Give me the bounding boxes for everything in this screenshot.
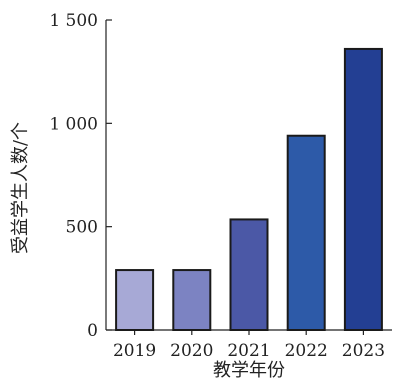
bar-2020 — [172, 269, 212, 332]
x-tick-label: 2020 — [170, 341, 213, 361]
x-axis: 2019 2020 2021 2022 2023 — [106, 329, 392, 361]
bar-2019 — [115, 269, 155, 332]
y-tick-label: 0 — [87, 321, 98, 341]
y-tick-label: 1 000 — [49, 114, 98, 134]
x-ticks: 2019 2020 2021 2022 2023 — [113, 330, 385, 361]
x-tick-label: 2023 — [342, 341, 385, 361]
y-axis-title: 受益学生人数/个 — [10, 122, 31, 254]
bar-2022 — [286, 134, 326, 331]
y-tick-label: 1 500 — [49, 11, 98, 31]
bars — [115, 47, 383, 332]
x-tick-label: 2019 — [113, 341, 156, 361]
y-tick-label: 500 — [66, 218, 98, 238]
x-tick-label: 2021 — [227, 341, 270, 361]
x-axis-title: 教学年份 — [213, 360, 285, 381]
bar-2021 — [229, 218, 269, 331]
bar-2023 — [343, 47, 383, 332]
y-axis: 0 500 1 000 1 500 — [49, 11, 112, 341]
y-ticks: 0 500 1 000 1 500 — [49, 11, 112, 341]
x-tick-label: 2022 — [285, 341, 328, 361]
